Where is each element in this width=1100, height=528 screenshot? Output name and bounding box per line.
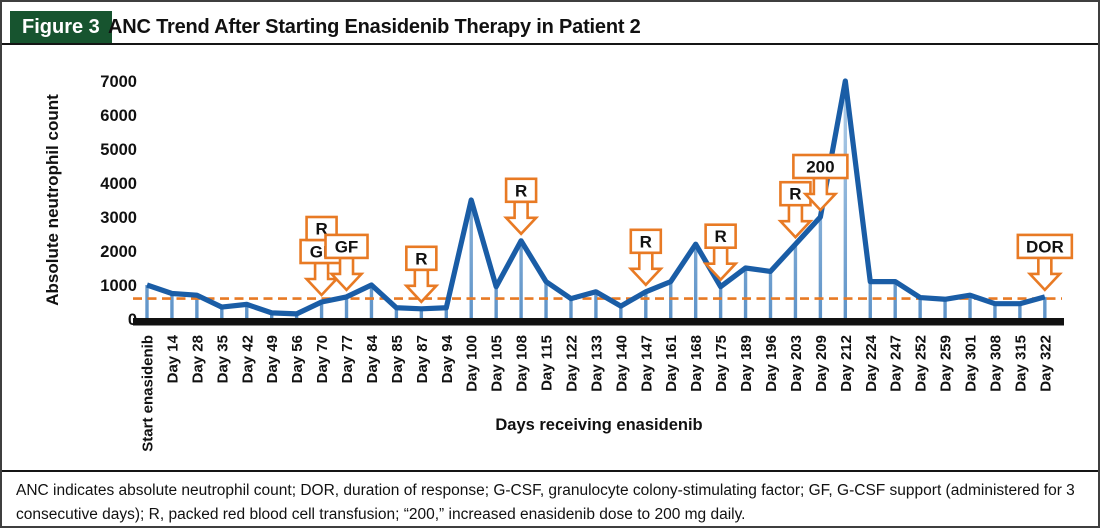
svg-text:Day 42: Day 42 — [239, 335, 256, 383]
svg-text:0: 0 — [128, 311, 137, 329]
svg-text:R: R — [714, 227, 726, 246]
annotation-r: R — [503, 177, 540, 236]
svg-text:Day 212: Day 212 — [838, 335, 855, 392]
svg-text:Day 147: Day 147 — [638, 335, 655, 392]
svg-text:Day 301: Day 301 — [963, 335, 980, 392]
figure-number-badge: Figure 3 — [10, 11, 112, 43]
svg-text:4000: 4000 — [100, 175, 137, 193]
svg-text:Day 322: Day 322 — [1037, 335, 1054, 392]
svg-text:2000: 2000 — [100, 243, 137, 261]
anc-line-chart-svg: Absolute neutrophil count 0 1000 2000 3000 40… — [43, 73, 1074, 452]
svg-text:Day 87: Day 87 — [414, 335, 431, 383]
figure-footnote: ANC indicates absolute neutrophil count;… — [2, 470, 1098, 526]
svg-text:GF: GF — [335, 237, 359, 256]
svg-text:Day 203: Day 203 — [788, 335, 805, 392]
svg-text:Day 105: Day 105 — [489, 335, 506, 392]
svg-text:Day 35: Day 35 — [214, 335, 231, 383]
svg-text:Day 70: Day 70 — [314, 335, 331, 383]
y-axis-title: Absolute neutrophil count — [43, 94, 62, 306]
svg-text:Day 115: Day 115 — [539, 335, 556, 391]
svg-text:Day 77: Day 77 — [339, 335, 356, 383]
figure-header: Figure 3 ANC Trend After Starting Enasid… — [2, 2, 1098, 45]
x-axis-labels: Start enasidenib Day 14 Day 28 Day 35 Day 42… — [140, 334, 1055, 451]
svg-text:Start enasidenib: Start enasidenib — [140, 335, 157, 452]
svg-text:Day 209: Day 209 — [813, 335, 830, 392]
svg-text:Day 224: Day 224 — [863, 334, 880, 391]
svg-text:Day 108: Day 108 — [514, 335, 531, 392]
annotation-r: R — [777, 180, 814, 240]
svg-text:1000: 1000 — [100, 277, 137, 295]
svg-text:R: R — [415, 249, 427, 268]
svg-text:Day 168: Day 168 — [688, 335, 705, 392]
svg-text:Day 259: Day 259 — [938, 335, 955, 392]
svg-text:R: R — [789, 185, 801, 204]
svg-text:Day 56: Day 56 — [289, 335, 306, 383]
svg-text:Day 122: Day 122 — [563, 335, 580, 392]
annotation-r: R — [702, 223, 739, 282]
drop-lines — [145, 81, 1047, 318]
x-axis-title: Days receiving enasidenib — [495, 416, 702, 434]
svg-text:Day 196: Day 196 — [763, 335, 780, 392]
annotation-r: R — [627, 228, 664, 287]
svg-text:6000: 6000 — [100, 107, 137, 125]
x-axis-line — [133, 318, 1064, 326]
figure-title: ANC Trend After Starting Enasidenib Ther… — [108, 15, 641, 38]
svg-text:Day 252: Day 252 — [913, 335, 930, 392]
annotation-200: 200 — [792, 153, 849, 212]
y-axis-labels: 0 1000 2000 3000 4000 5000 6000 7000 — [100, 73, 137, 329]
svg-text:Day 133: Day 133 — [588, 335, 605, 392]
svg-text:7000: 7000 — [100, 73, 137, 91]
svg-text:Day 189: Day 189 — [738, 335, 755, 392]
svg-text:R: R — [515, 181, 527, 200]
svg-text:200: 200 — [806, 158, 834, 177]
svg-text:Day 175: Day 175 — [713, 335, 730, 392]
annotation-dor: DOR — [1016, 233, 1074, 292]
svg-text:Day 28: Day 28 — [189, 335, 206, 383]
svg-text:Day 140: Day 140 — [613, 335, 630, 392]
svg-text:R: R — [640, 232, 652, 251]
svg-text:Day 49: Day 49 — [264, 335, 281, 383]
svg-text:Day 161: Day 161 — [663, 335, 680, 392]
annotation-r: R — [403, 245, 440, 304]
svg-text:5000: 5000 — [100, 141, 137, 159]
svg-text:Day 308: Day 308 — [987, 335, 1004, 392]
annotation-gf: GF — [324, 233, 369, 292]
svg-text:Day 100: Day 100 — [464, 335, 481, 392]
svg-text:Day 315: Day 315 — [1012, 335, 1029, 392]
svg-text:DOR: DOR — [1026, 237, 1064, 256]
svg-text:Day 85: Day 85 — [389, 335, 406, 383]
svg-text:3000: 3000 — [100, 209, 137, 227]
anc-trend-chart: Absolute neutrophil count 0 1000 2000 3000 40… — [2, 45, 1098, 470]
anc-data-line — [146, 78, 1046, 317]
svg-text:Day 247: Day 247 — [888, 335, 905, 392]
svg-text:Day 84: Day 84 — [364, 334, 381, 383]
svg-text:Day 94: Day 94 — [439, 334, 456, 383]
svg-text:Day 14: Day 14 — [164, 334, 181, 383]
